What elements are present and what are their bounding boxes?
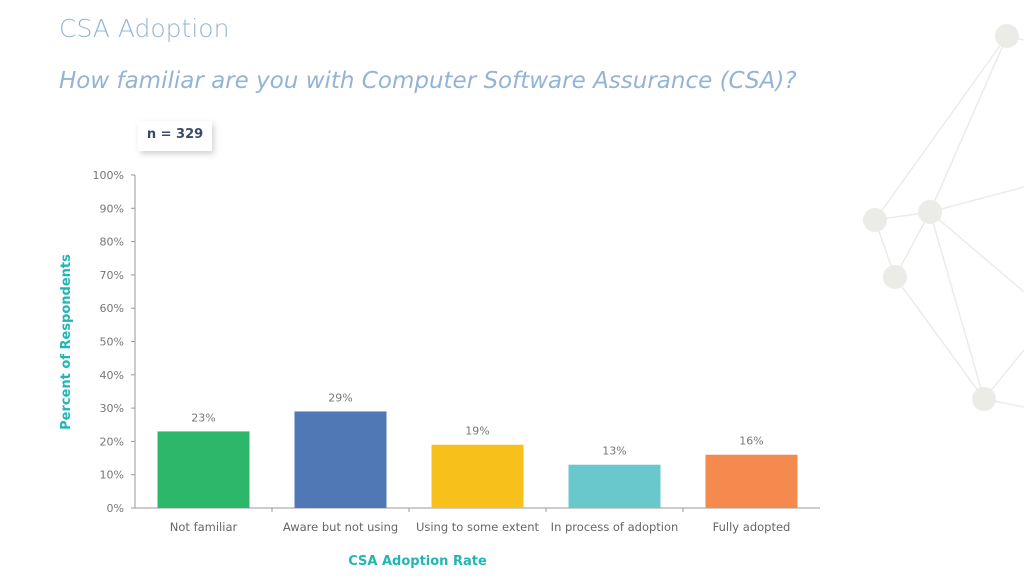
x-tick-label: Fully adopted [713,520,791,534]
bar-using-to-some-extent [431,444,524,508]
y-tick-label: 10% [100,469,124,482]
y-axis-title: Percent of Respondents [59,254,74,430]
bar-in-process-of-adoption [568,464,661,508]
data-label: 29% [328,391,352,404]
y-tick-label: 30% [100,402,124,415]
x-tick-label: Not familiar [170,520,238,534]
bar-aware-but-not-using [294,411,387,508]
page-title: CSA Adoption [59,14,230,43]
data-label: 13% [602,445,626,458]
data-label: 23% [191,411,215,424]
data-label: 19% [465,425,489,438]
bar-fully-adopted [705,454,798,508]
y-tick-label: 80% [100,236,124,249]
bar-not-familiar [157,431,250,508]
x-tick-label: Aware but not using [283,520,398,534]
y-tick-label: 60% [100,302,124,315]
y-tick-label: 50% [100,336,124,349]
sample-size-badge: n = 329 [138,121,212,151]
y-tick-label: 40% [100,369,124,382]
x-axis-title: CSA Adoption Rate [348,554,487,569]
x-tick-label: In process of adoption [551,520,679,534]
y-tick-label: 0% [107,502,124,515]
data-label: 16% [739,435,763,448]
y-tick-label: 90% [100,202,124,215]
y-tick-label: 100% [93,169,124,182]
chart-question: How familiar are you with Computer Softw… [59,68,797,94]
x-tick-label: Using to some extent [416,520,540,534]
y-tick-label: 20% [100,435,124,448]
y-tick-label: 70% [100,269,124,282]
